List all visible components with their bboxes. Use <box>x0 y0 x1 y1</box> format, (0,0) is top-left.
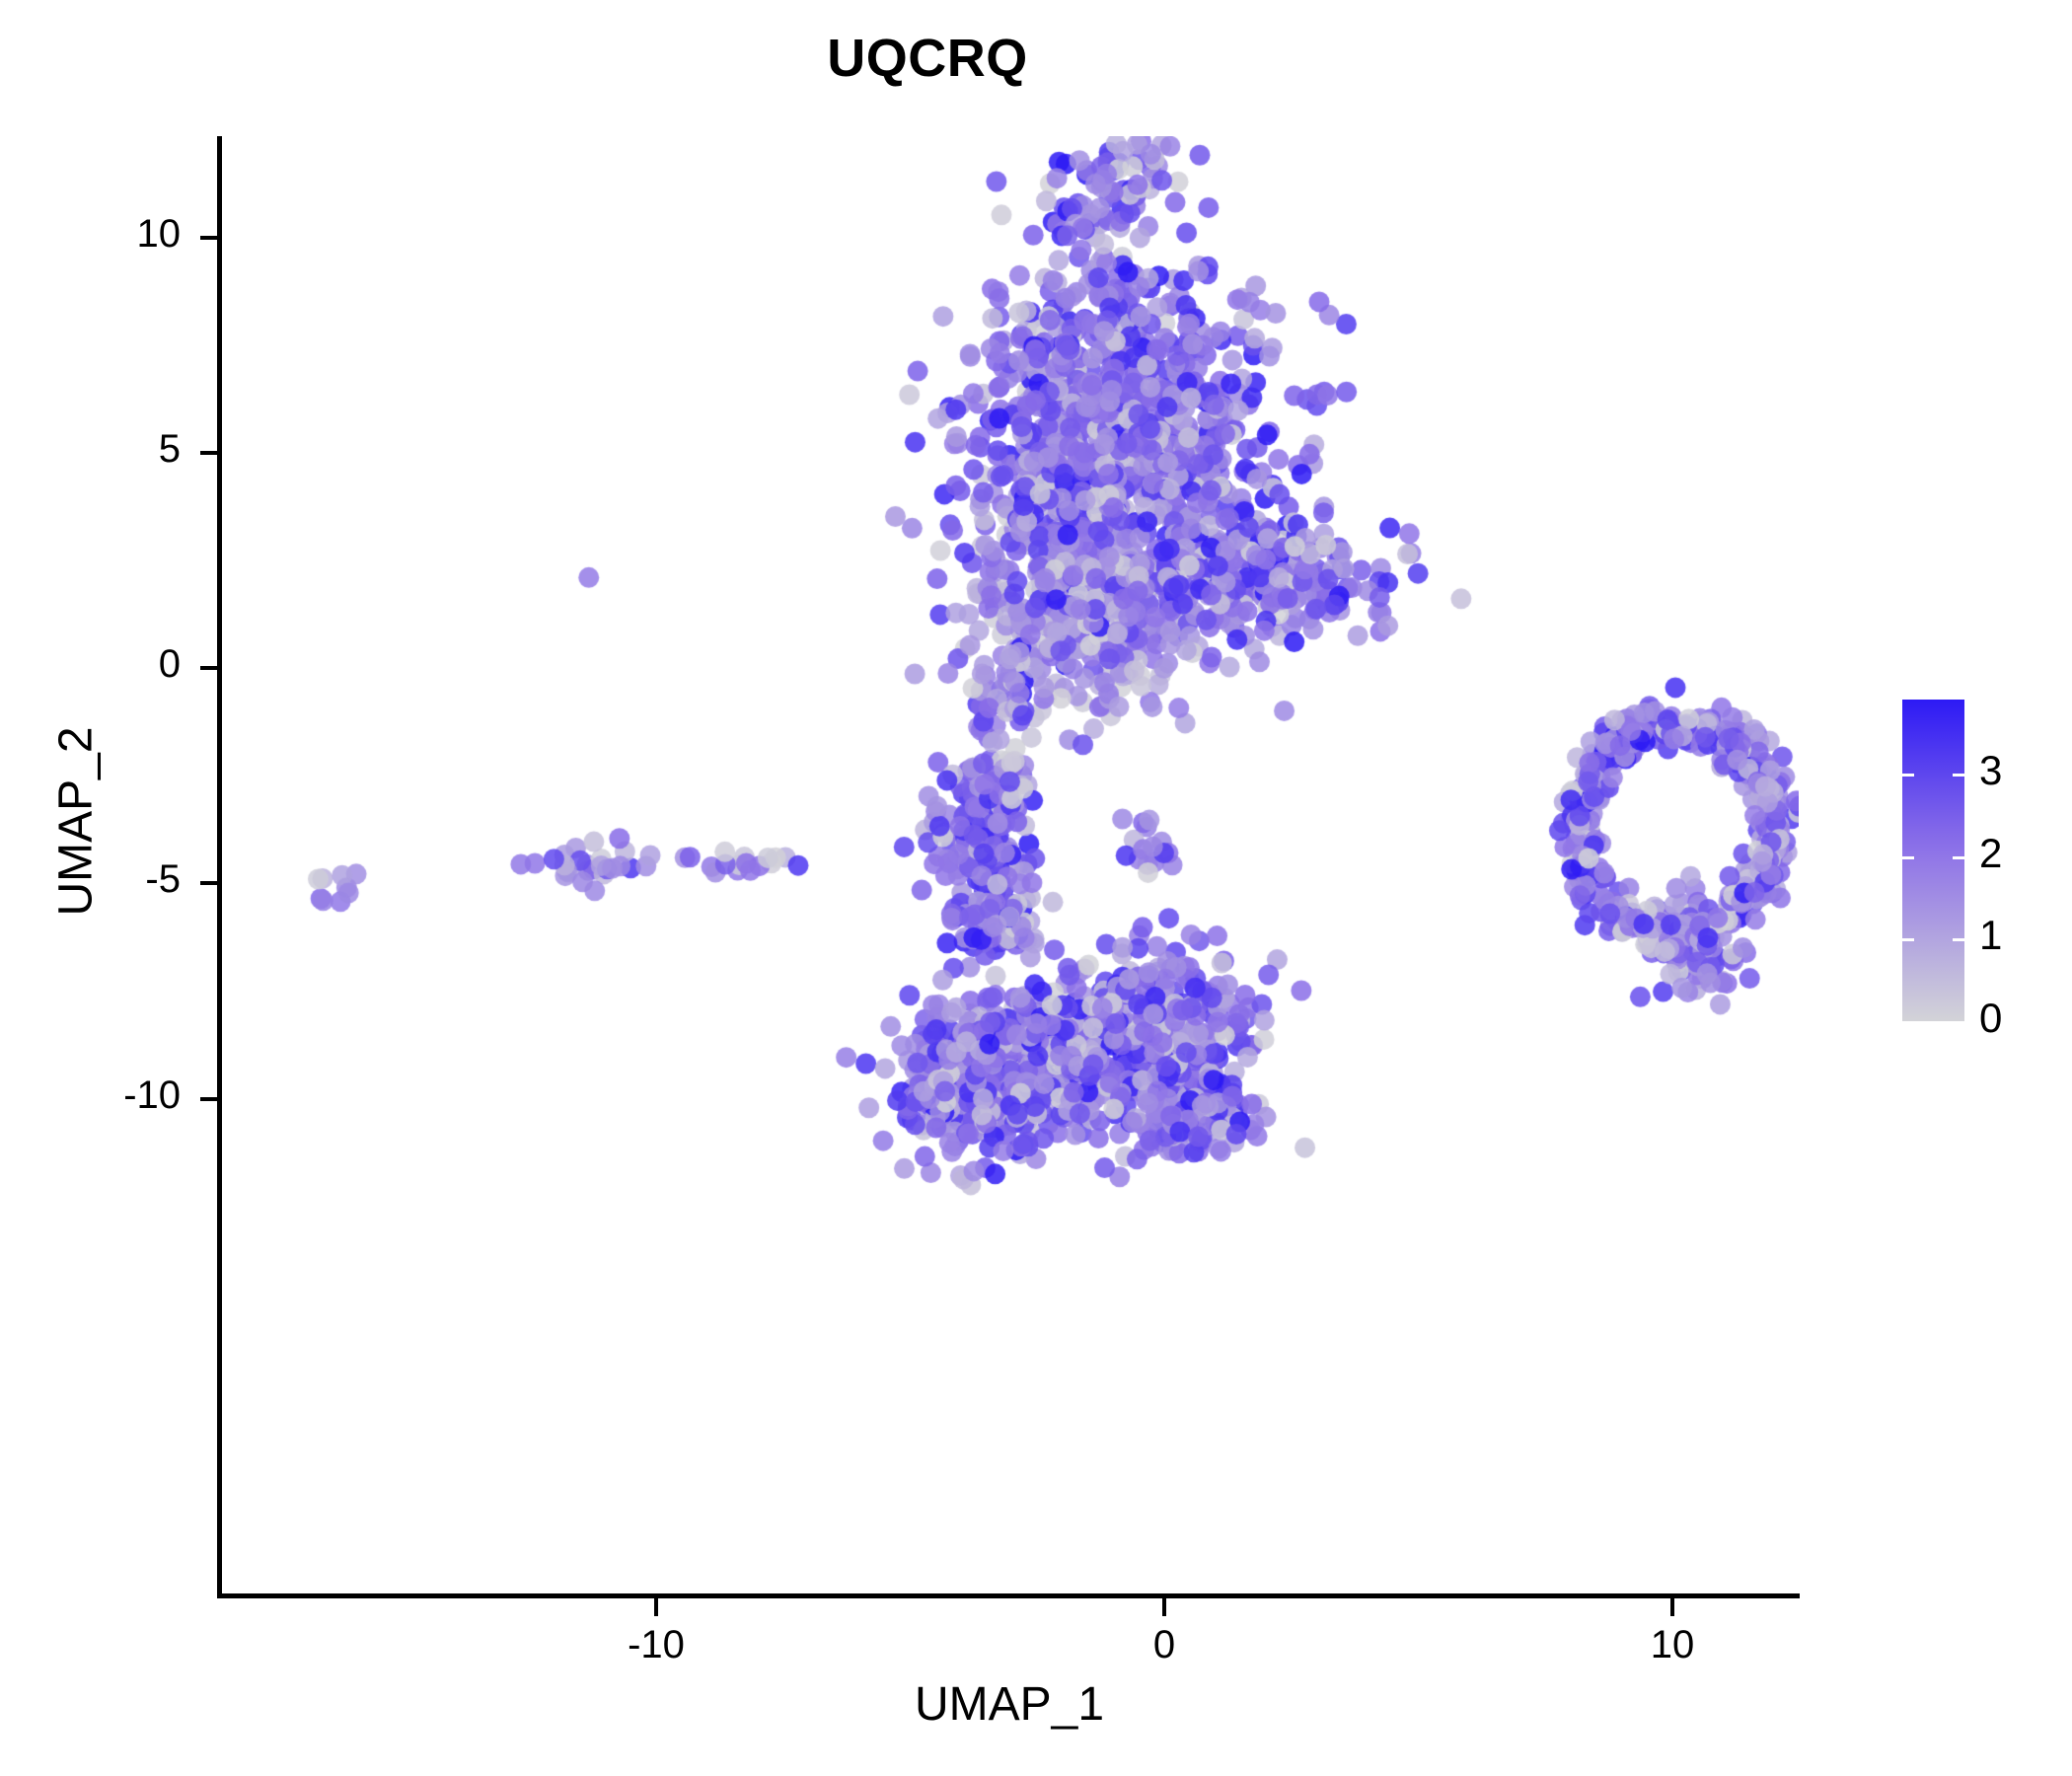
y-tick-mark <box>200 450 217 455</box>
colorbar-tick-mark <box>1902 774 1914 777</box>
colorbar-tick-label: 1 <box>1979 912 2003 959</box>
colorbar-tick-mark <box>1902 938 1914 942</box>
y-tick-label: 5 <box>158 426 181 471</box>
y-tick-mark <box>200 1096 217 1101</box>
colorbar-tick-mark <box>1953 774 1964 777</box>
x-tick-label: 10 <box>1650 1623 1695 1666</box>
y-tick-mark <box>200 235 217 240</box>
colorbar-tick-label: 0 <box>1979 995 2003 1041</box>
x-tick-label: -10 <box>628 1623 685 1666</box>
colorbar-legend: 3 2 1 0 <box>1902 700 2050 1041</box>
x-tick-label: 0 <box>1152 1623 1176 1666</box>
x-tick-mark <box>1162 1598 1166 1616</box>
page-title: UQCRQ <box>827 29 1028 88</box>
y-axis-title: UMAP_2 <box>49 726 103 917</box>
y-axis-line <box>217 136 222 1597</box>
colorbar-gradient <box>1902 700 1964 1021</box>
colorbar-tick-mark <box>1953 1021 1964 1024</box>
x-axis-title: UMAP_1 <box>914 1678 1105 1731</box>
y-tick-label: -10 <box>123 1073 181 1117</box>
y-tick-label: 0 <box>158 642 181 686</box>
colorbar-tick-label: 3 <box>1979 747 2003 794</box>
colorbar-tick-mark <box>1953 855 1964 859</box>
scatter-plot-canvas <box>220 136 1799 1595</box>
colorbar-tick-mark <box>1953 938 1964 942</box>
y-tick-mark <box>200 666 217 670</box>
y-tick-label: -5 <box>145 857 181 902</box>
x-tick-mark <box>1670 1598 1674 1616</box>
plot-panel <box>220 136 1799 1595</box>
y-tick-mark <box>200 881 217 886</box>
colorbar-tick-mark <box>1902 1021 1914 1024</box>
x-axis-line <box>217 1593 1800 1598</box>
x-tick-mark <box>654 1598 658 1616</box>
y-tick-label: 10 <box>136 211 182 256</box>
colorbar-tick-label: 2 <box>1979 829 2003 876</box>
colorbar-tick-mark <box>1902 855 1914 859</box>
